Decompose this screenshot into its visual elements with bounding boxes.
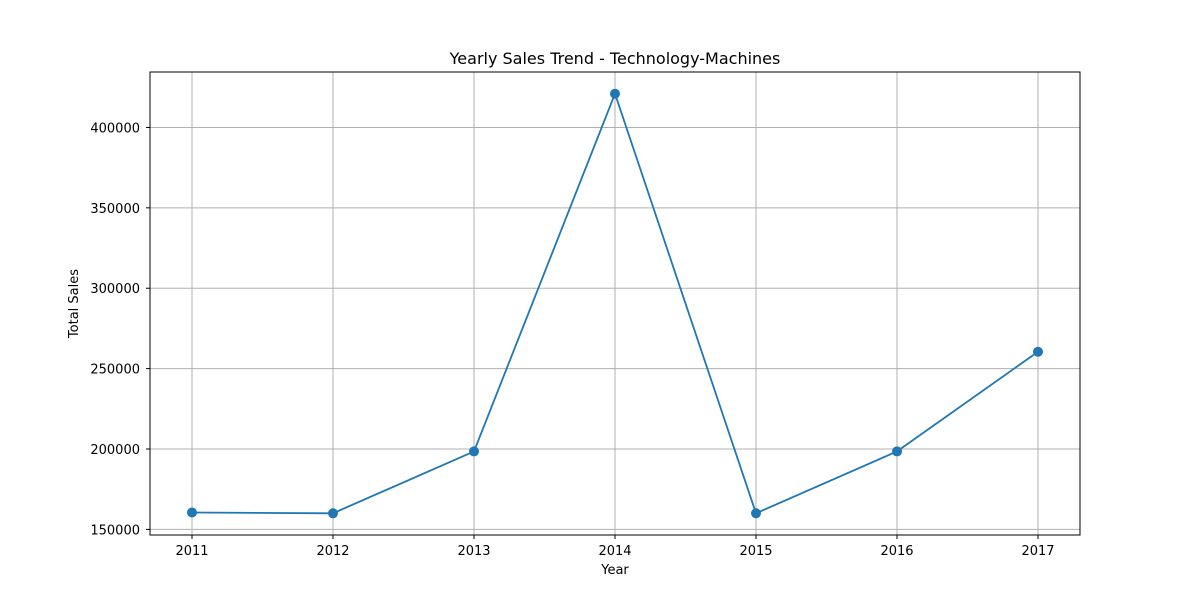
y-axis-label: Total Sales <box>67 269 82 339</box>
data-point <box>1033 346 1043 357</box>
y-tick-label: 150000 <box>90 523 140 538</box>
y-tick-label: 300000 <box>90 282 140 297</box>
chart-title: Yearly Sales Trend - Technology-Machines <box>449 49 781 68</box>
x-tick-label: 2015 <box>739 544 772 559</box>
data-point <box>892 446 902 457</box>
y-tick-label: 400000 <box>90 121 140 136</box>
data-point <box>610 88 620 99</box>
x-axis: 2011 2012 2013 2014 2015 2016 2017 <box>175 535 1055 559</box>
data-point <box>187 507 197 518</box>
y-tick-label: 200000 <box>90 443 140 458</box>
y-tick-label: 250000 <box>90 363 140 378</box>
data-point <box>469 446 479 457</box>
x-tick-label: 2012 <box>316 544 349 559</box>
x-tick-label: 2013 <box>457 544 490 559</box>
grid-lines <box>150 72 1080 535</box>
x-axis-label: Year <box>600 563 629 578</box>
y-axis: 150000 200000 250000 300000 350000 400000 <box>90 121 150 538</box>
data-point <box>328 508 338 519</box>
data-point <box>751 508 761 519</box>
x-tick-label: 2017 <box>1021 544 1054 559</box>
x-tick-label: 2016 <box>880 544 913 559</box>
x-tick-label: 2014 <box>598 544 631 559</box>
series-layer <box>187 88 1043 519</box>
x-tick-label: 2011 <box>175 544 208 559</box>
y-tick-label: 350000 <box>90 202 140 217</box>
